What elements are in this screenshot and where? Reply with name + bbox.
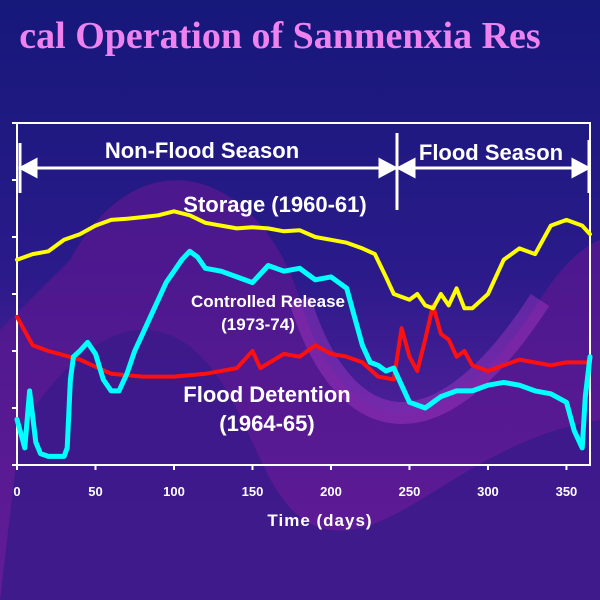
controlled-release-line (15, 303, 592, 382)
slide-title: cal Operation of Sanmenxia Res (19, 15, 541, 57)
x-ticks: 0 50 100 150 200 250 300 350 (13, 465, 577, 499)
flood-detention-label: Flood Detention (183, 382, 350, 407)
flood-detention-years: (1964-65) (219, 411, 314, 436)
flood-detention-line (14, 248, 593, 459)
season-markers (17, 133, 592, 210)
x-tick-label: 250 (399, 484, 421, 499)
flood-season-label: Flood Season (419, 140, 563, 165)
x-axis-label: Time (days) (267, 511, 372, 530)
series-layer (14, 209, 593, 459)
storage-line (15, 209, 592, 311)
arrowhead-mid-left (378, 157, 399, 179)
x-tick-label: 300 (477, 484, 499, 499)
arrowhead-mid-right (395, 157, 416, 179)
controlled-release-label: Controlled Release (191, 292, 345, 311)
controlled-release-years: (1973-74) (221, 315, 295, 334)
storage-label: Storage (1960-61) (183, 192, 366, 217)
x-tick-label: 0 (13, 484, 20, 499)
x-tick-label: 50 (88, 484, 102, 499)
x-tick-label: 200 (320, 484, 342, 499)
arrowhead-right (571, 157, 592, 179)
x-tick-label: 150 (242, 484, 264, 499)
arrowhead-left (17, 157, 38, 179)
x-tick-label: 350 (556, 484, 578, 499)
x-tick-label: 100 (163, 484, 185, 499)
non-flood-season-label: Non-Flood Season (105, 138, 299, 163)
